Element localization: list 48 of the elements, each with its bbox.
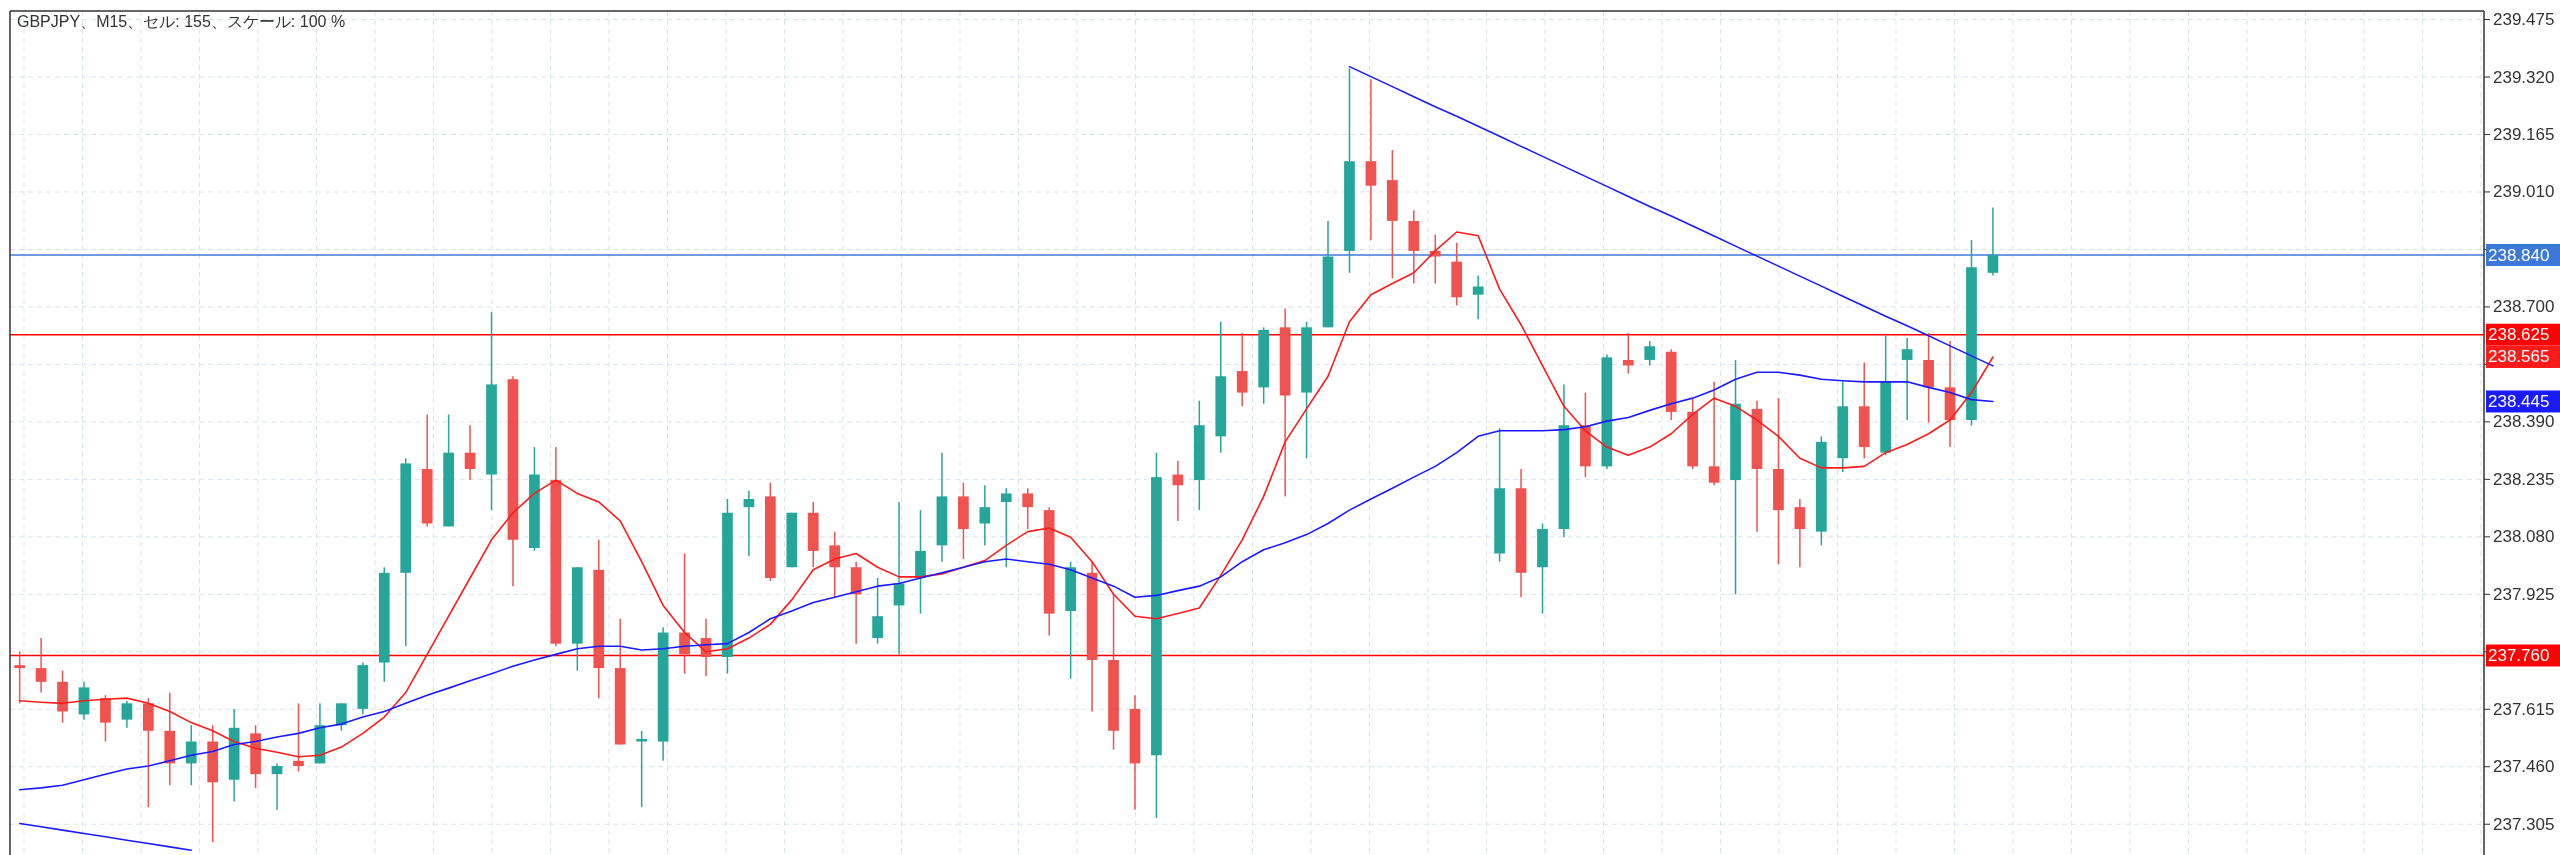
candlestick [293, 702, 304, 773]
chart-title: GBPJPY、M15、セル: 155、スケール: 100 % [17, 13, 346, 30]
line-series [18, 231, 1994, 758]
candlestick [979, 484, 991, 547]
ref-line-label: 238.840 [2488, 245, 2550, 265]
candlestick [872, 577, 883, 645]
candlestick [121, 699, 133, 729]
candlestick [829, 530, 841, 599]
line-series [1348, 65, 1994, 367]
y-tick-label: 237.305 [2493, 814, 2555, 834]
candlestick [35, 637, 47, 694]
y-tick-label: 239.320 [2493, 67, 2555, 87]
y-tick-label: 239.010 [2493, 182, 2555, 202]
ref-line-label: 237.760 [2488, 646, 2550, 665]
candlestick [1622, 332, 1634, 375]
y-tick-label: 237.925 [2493, 584, 2555, 604]
candlestick [336, 702, 347, 732]
candlestick [636, 730, 648, 808]
candlestick [1794, 498, 1806, 568]
price-label: 238.625 [2486, 323, 2560, 346]
y-tick-label: 239.165 [2493, 124, 2555, 144]
y-tick-label: 238.235 [2493, 469, 2555, 489]
candlestick [1987, 206, 1999, 277]
candlestick [1901, 337, 1913, 421]
candlestick [1644, 340, 1656, 367]
price-label: 238.565 [2486, 346, 2560, 368]
candlestick [1236, 332, 1248, 408]
line-series [18, 822, 193, 851]
y-tick-label: 238.390 [2493, 412, 2555, 432]
price-label: 237.760 [2486, 644, 2560, 667]
ref-line-label: 238.625 [2488, 325, 2550, 345]
price-label: 238.840 [2486, 244, 2560, 266]
candlestick [14, 651, 26, 705]
y-tick-label: 237.460 [2493, 757, 2555, 777]
y-tick-label: 238.700 [2493, 297, 2555, 317]
y-tick-label: 237.615 [2493, 699, 2555, 719]
candlestick [185, 724, 197, 787]
candlestick [1708, 381, 1720, 487]
candlestick [464, 424, 476, 481]
candlestick [1000, 487, 1012, 568]
candlestick [743, 490, 755, 557]
y-tick-label: 238.080 [2493, 527, 2555, 547]
candlestick [271, 762, 283, 811]
candlestick [1472, 274, 1484, 320]
price-label: 238.445 [2486, 390, 2560, 413]
candlestick [1022, 487, 1034, 530]
line-series [18, 371, 1994, 791]
y-tick-label: 239.475 [2493, 10, 2555, 30]
